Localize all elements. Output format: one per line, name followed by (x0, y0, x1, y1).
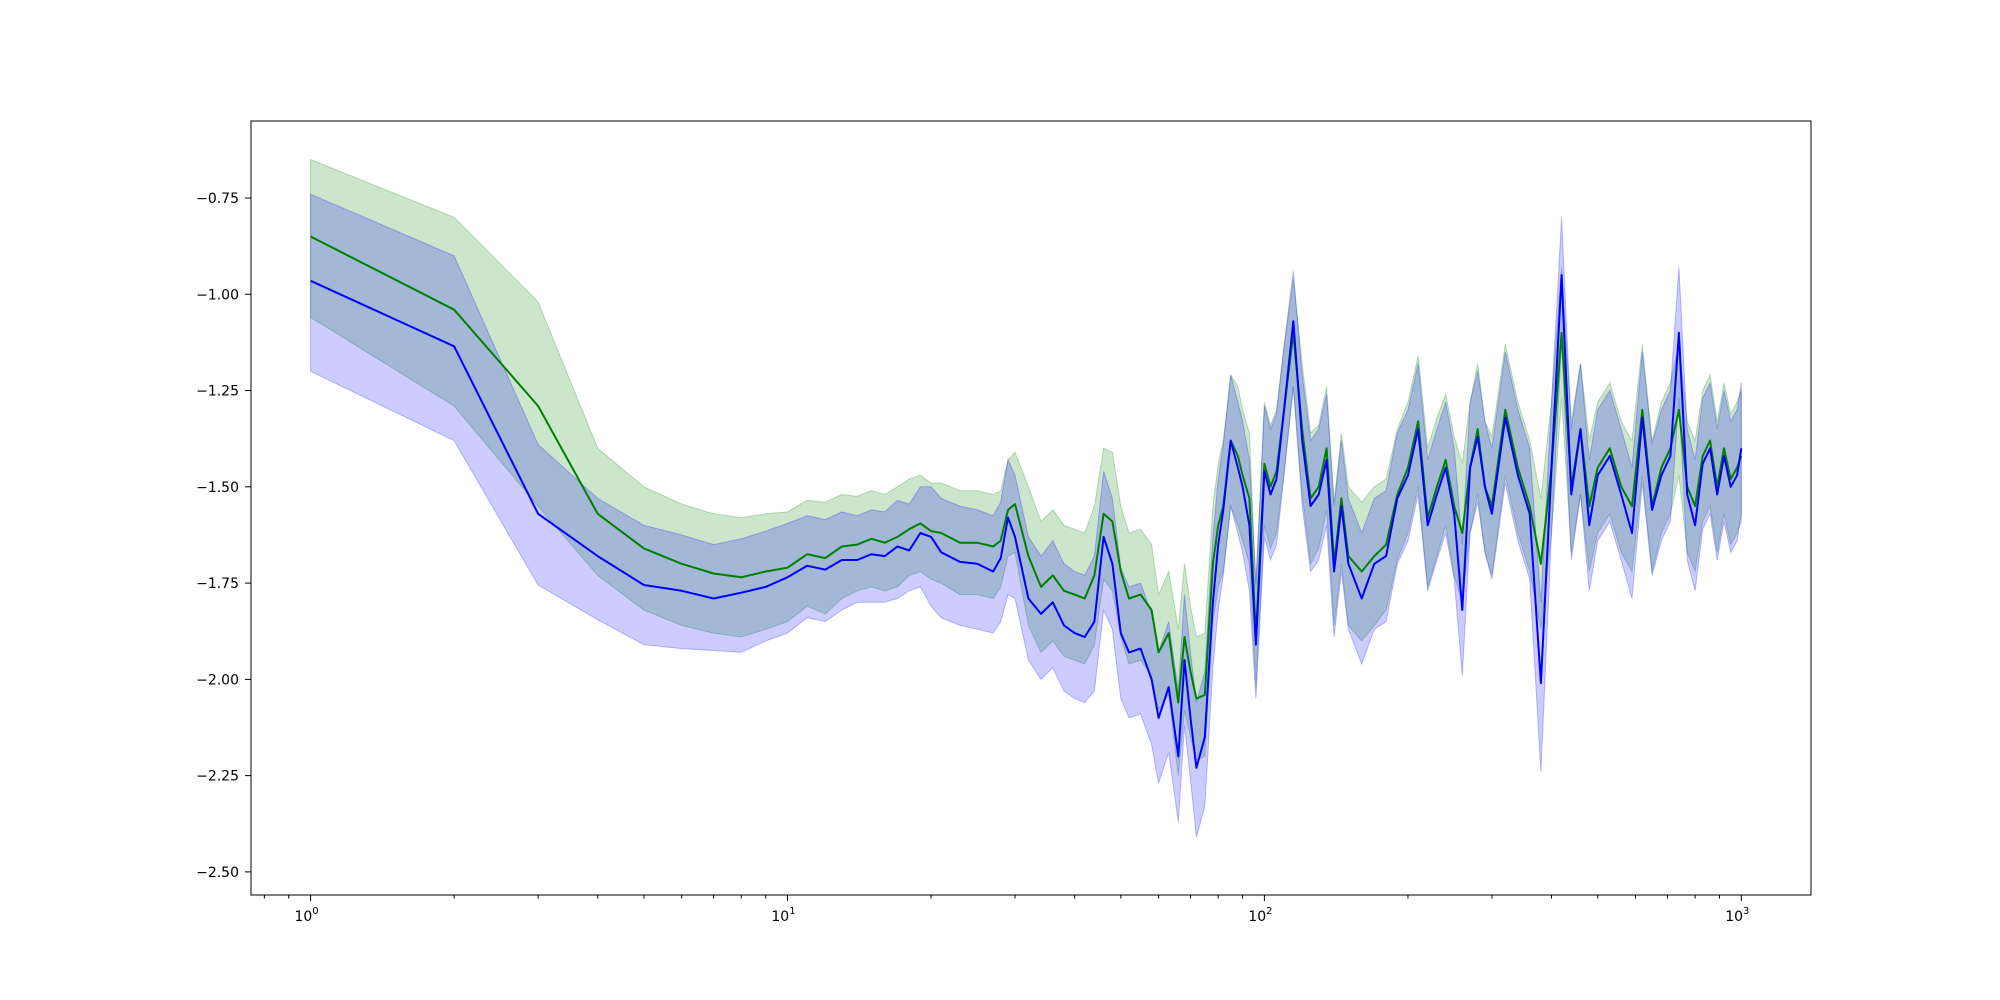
x-tick-exponent: 2 (1266, 906, 1272, 917)
y-tick-label: −1.75 (196, 576, 239, 592)
series-lines (310, 235, 1743, 769)
y-tick-label: −0.75 (196, 191, 239, 207)
x-tick-base: 10 (1248, 909, 1266, 925)
y-axis: −0.75 −1.00 −1.25 −1.50 −1.75 −2.00 −2.25 −2.50 (196, 191, 251, 881)
y-tick-label: −2.50 (196, 865, 239, 881)
y-tick-label: −1.50 (196, 480, 239, 496)
x-axis: 100 101 102 103 (263, 895, 1749, 925)
x-tick-base: 10 (294, 909, 312, 925)
x-tick-label: 100 (294, 906, 318, 925)
x-tick-exponent: 3 (1743, 906, 1749, 917)
y-tick-label: −2.00 (196, 672, 239, 688)
x-tick-base: 10 (771, 909, 789, 925)
series-2-line (310, 274, 1743, 769)
x-tick-label: 103 (1725, 906, 1749, 925)
y-tick-label: −1.00 (196, 287, 239, 303)
plot-frame (250, 120, 1812, 896)
x-tick-exponent: 0 (312, 906, 318, 917)
y-tick-label: −2.25 (196, 769, 239, 785)
x-tick-exponent: 1 (789, 906, 795, 917)
x-tick-label: 101 (771, 906, 795, 925)
y-tick-label: −1.25 (196, 384, 239, 400)
x-tick-label: 102 (1248, 906, 1272, 925)
x-tick-base: 10 (1725, 909, 1743, 925)
series-1-band (310, 158, 1742, 776)
